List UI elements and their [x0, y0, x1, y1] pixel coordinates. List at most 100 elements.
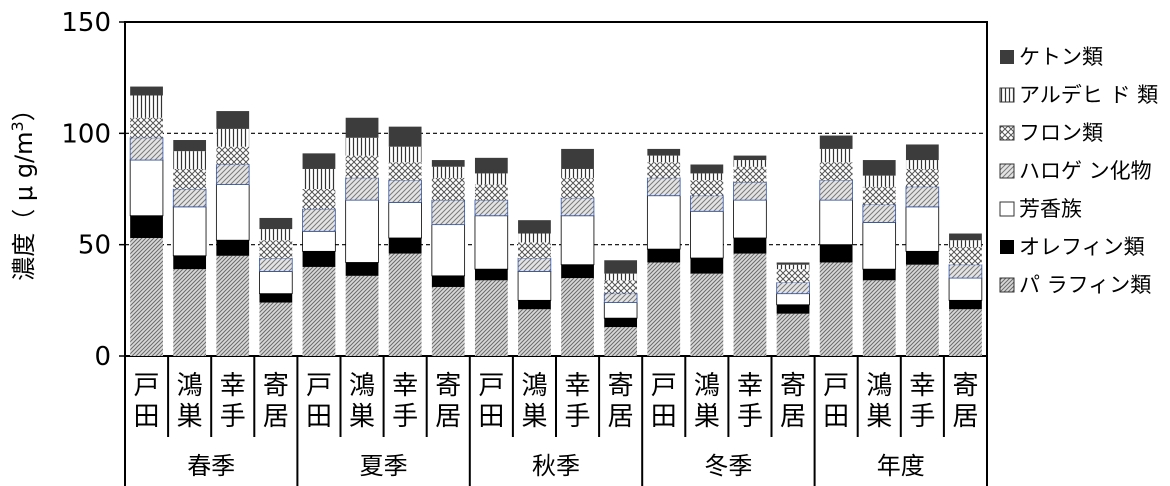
legend-label: フロン類 [1019, 121, 1103, 145]
bar-stack [129, 86, 164, 356]
bar-segment-5 [518, 233, 551, 243]
legend-label: ハロゲ ン化物 [1019, 159, 1152, 183]
x-tick-label: 幸 [909, 371, 935, 401]
bar-segment-2 [733, 199, 767, 239]
legend-item: オレフィン類 [1000, 235, 1145, 259]
bar-segment-5 [776, 264, 810, 270]
bar-segment-6 [733, 155, 767, 161]
bar-segment-6 [345, 117, 379, 138]
legend-label: 芳香族 [1019, 197, 1082, 221]
bar-segment-1 [388, 237, 422, 254]
legend-swatch [999, 277, 1015, 293]
bar-segment-1 [474, 269, 508, 281]
bar-segment-3 [517, 257, 552, 272]
x-tick-label: 鴻 [521, 371, 547, 401]
y-axis: 0 50 100 150 [61, 8, 125, 372]
legend-swatch [999, 201, 1015, 217]
bar-stack [388, 126, 422, 356]
bar-segment-1 [733, 237, 767, 254]
bar-segment-2 [646, 195, 681, 250]
x-tick-label: 居 [780, 402, 806, 432]
bars [129, 86, 983, 356]
x-tick-label: 手 [565, 402, 591, 432]
x-tick-label: 田 [823, 402, 849, 432]
bar-segment-5 [905, 160, 939, 169]
bar-segment-1 [776, 304, 810, 314]
x-tick-label: 鴻 [694, 371, 720, 401]
bar-segment-3 [259, 257, 293, 272]
bar-segment-5 [604, 273, 638, 281]
x-tick-label: 居 [952, 402, 978, 432]
bar-segment-1 [819, 244, 853, 263]
bar-segment-1 [130, 215, 163, 238]
x-tick-label: 田 [134, 402, 160, 432]
bar-stack [172, 140, 207, 356]
bar-stack [862, 160, 897, 356]
bar-segment-0 [474, 280, 508, 356]
bar-segment-5 [216, 128, 250, 147]
plot-frame [124, 21, 988, 357]
bar-segment-4 [130, 117, 163, 138]
legend-item: ハロゲ ン化物 [999, 159, 1152, 183]
bar-segment-2 [259, 270, 293, 295]
x-tick-label: 寄 [435, 371, 461, 401]
bar-segment-1 [862, 269, 896, 281]
bar-segment-6 [862, 160, 896, 176]
bar-segment-6 [819, 135, 853, 149]
bar-segment-6 [905, 144, 939, 161]
x-tick-label: 寄 [608, 371, 634, 401]
bar-stack [690, 164, 724, 356]
bar-segment-3 [862, 204, 897, 223]
bar-segment-2 [776, 293, 810, 306]
bar-segment-3 [474, 199, 509, 217]
bar-segment-4 [431, 177, 465, 201]
legend-swatch [1000, 240, 1014, 254]
bar-segment-4 [388, 162, 422, 181]
bar-segment-3 [603, 293, 638, 303]
bar-segment-4 [905, 168, 939, 187]
bar-segment-6 [647, 148, 681, 156]
bar-segment-4 [302, 189, 336, 210]
bar-segment-4 [733, 166, 767, 183]
bar-segment-5 [259, 229, 293, 241]
bar-segment-3 [690, 195, 724, 212]
x-tick-label: 鴻 [349, 371, 375, 401]
bar-segment-6 [259, 217, 293, 230]
bar-segment-4 [259, 240, 293, 259]
bar-segment-1 [690, 258, 724, 274]
bar-segment-0 [345, 275, 379, 356]
bar-segment-4 [862, 186, 896, 205]
bar-segment-1 [302, 251, 336, 267]
x-tick-label: 手 [220, 402, 246, 432]
bar-segment-1 [647, 249, 681, 263]
bar-segment-3 [646, 177, 681, 197]
bar-segment-0 [302, 266, 336, 356]
bar-stack [215, 111, 250, 356]
bar-segment-6 [173, 140, 207, 152]
bar-segment-4 [949, 246, 982, 265]
bar-segment-2 [215, 184, 250, 241]
bar-segment-4 [173, 168, 207, 189]
x-tick-label: 幸 [220, 371, 246, 401]
bar-segment-6 [949, 233, 982, 241]
bar-segment-6 [690, 164, 724, 174]
bar-segment-2 [345, 199, 379, 263]
bar-segment-2 [172, 206, 207, 257]
x-tick-label: 居 [263, 402, 289, 432]
x-tick-label: 巣 [349, 402, 375, 432]
bar-stack [905, 144, 940, 356]
bar-segment-1 [604, 318, 638, 328]
bar-segment-6 [604, 260, 638, 274]
x-tick-label: 幸 [565, 371, 591, 401]
bar-segment-2 [474, 215, 509, 270]
bar-segment-3 [302, 208, 336, 232]
bar-segment-6 [130, 86, 163, 96]
bar-segment-0 [431, 286, 465, 356]
bar-segment-1 [173, 255, 207, 270]
legend-label: パ ラフィン類 [1019, 273, 1151, 297]
bar-segment-1 [949, 300, 982, 310]
bar-segment-0 [647, 262, 681, 356]
bar-segment-5 [431, 166, 465, 178]
x-tick-label: 巣 [521, 402, 547, 432]
